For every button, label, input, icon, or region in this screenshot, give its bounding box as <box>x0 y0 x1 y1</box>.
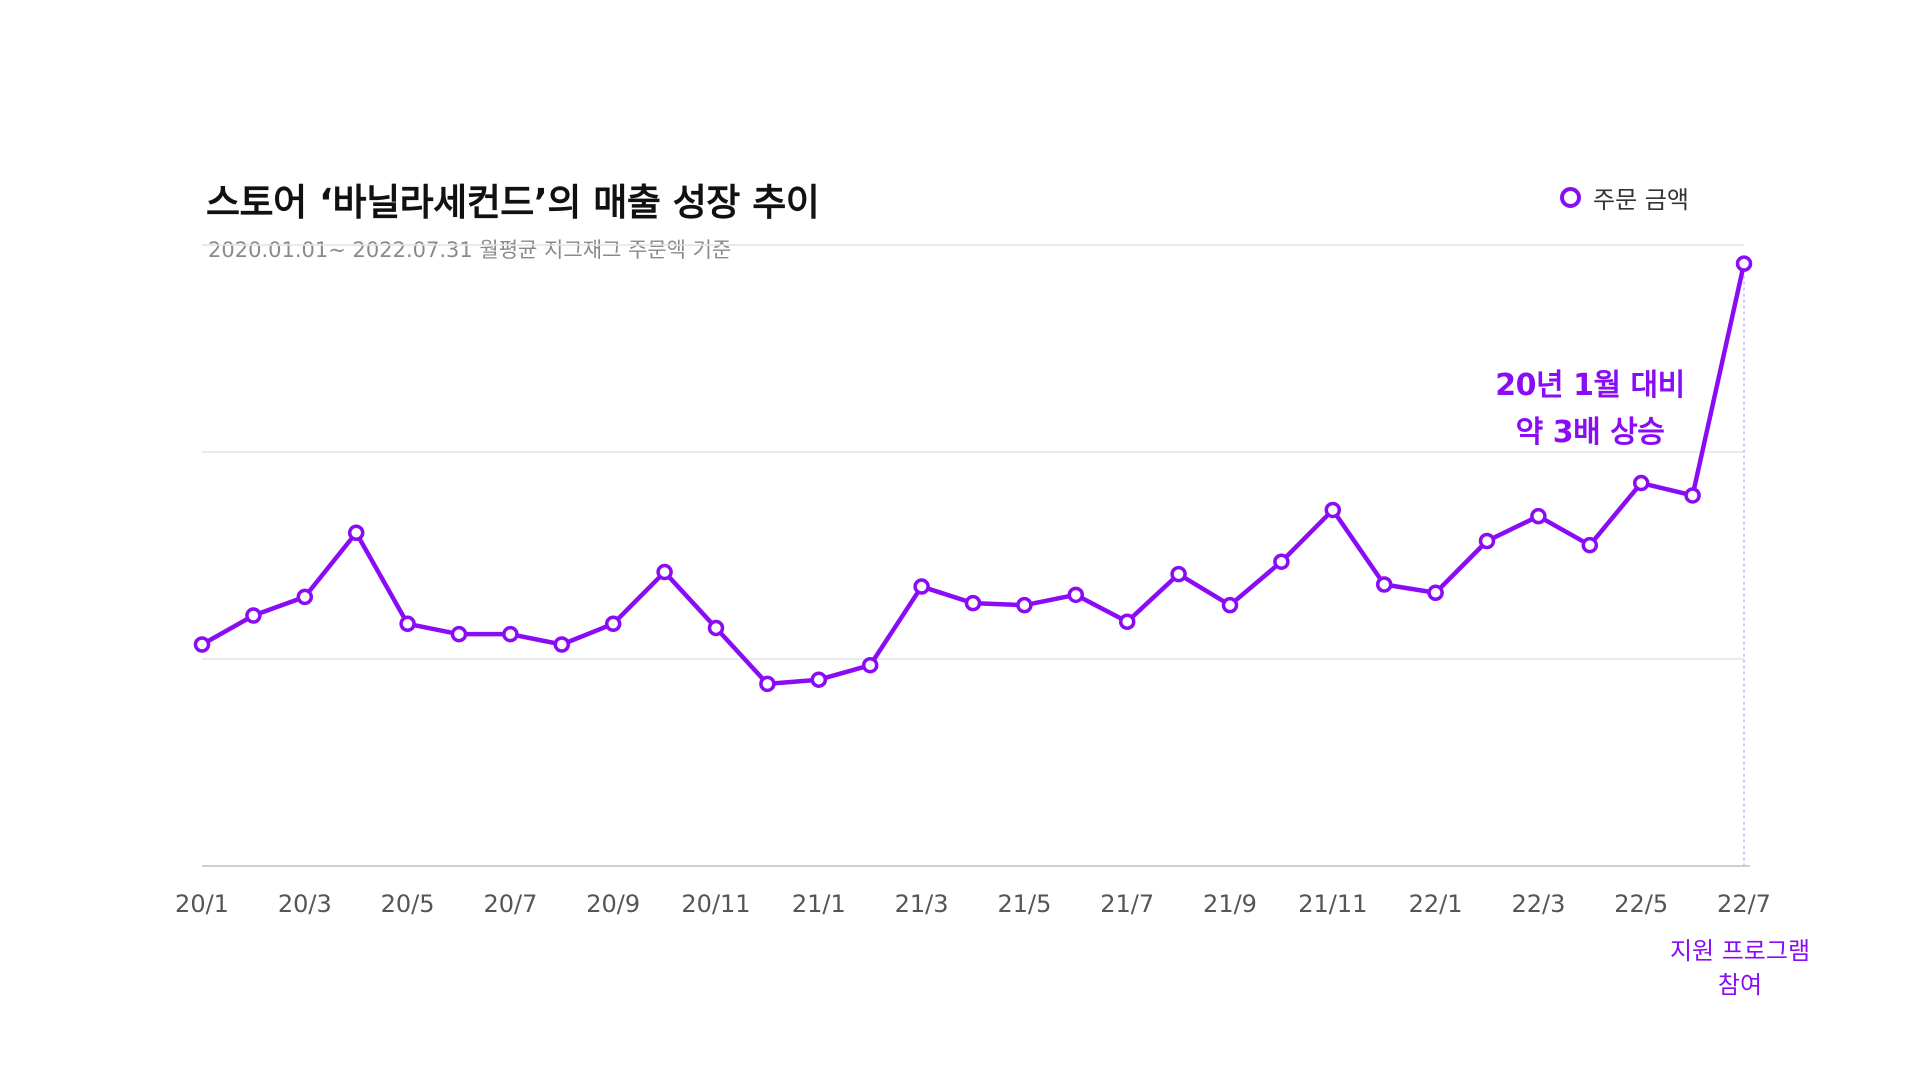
data-point <box>707 619 725 637</box>
data-point <box>193 636 211 653</box>
data-point <box>1324 501 1342 519</box>
data-point <box>656 563 673 581</box>
data-point <box>553 636 571 653</box>
data-point <box>1427 584 1444 602</box>
data-point <box>604 615 622 633</box>
x-tick-label: 22/5 <box>1614 890 1668 918</box>
data-point <box>245 607 262 624</box>
data-point <box>964 594 982 612</box>
program-footnote: 지원 프로그램 참여 <box>1620 934 1860 1002</box>
data-point <box>1684 487 1701 504</box>
x-tick-label: 20/11 <box>681 890 750 918</box>
data-point <box>502 625 519 643</box>
legend: 주문 금액 <box>1560 180 1689 215</box>
data-point <box>1170 565 1187 583</box>
annotation-line-1: 20년 1월 대비 <box>1495 368 1685 403</box>
data-point <box>810 671 828 688</box>
chart-subtitle: 2020.01.01~ 2022.07.31 월평균 지그재그 주문액 기준 <box>208 238 732 262</box>
x-tick-label: 20/1 <box>175 890 229 918</box>
x-tick-label: 20/3 <box>278 890 332 918</box>
data-point <box>1530 507 1547 525</box>
x-tick-label: 22/7 <box>1717 890 1771 918</box>
x-tick-label: 21/9 <box>1203 890 1257 918</box>
data-point <box>1632 474 1650 492</box>
data-point <box>1581 536 1599 554</box>
data-point <box>913 578 930 595</box>
legend-marker-icon <box>1560 187 1581 208</box>
footnote-line-2: 참여 <box>1717 971 1763 999</box>
growth-annotation: 20년 1월 대비 약 3배 상승 <box>1440 362 1740 456</box>
data-point <box>1118 613 1136 630</box>
legend-label: 주문 금액 <box>1593 186 1689 214</box>
data-point <box>759 675 776 693</box>
x-tick-label: 21/1 <box>792 890 846 918</box>
x-tick-label: 22/1 <box>1409 890 1463 918</box>
data-point <box>399 615 416 633</box>
x-tick-label: 22/3 <box>1511 890 1565 918</box>
data-point <box>861 656 879 674</box>
footnote-line-1: 지원 프로그램 <box>1669 937 1811 965</box>
x-tick-label: 20/5 <box>381 890 435 918</box>
series-line <box>199 261 1747 687</box>
annotation-line-2: 약 3배 상승 <box>1515 415 1665 450</box>
x-tick-label: 21/7 <box>1100 890 1154 918</box>
data-point <box>1375 576 1393 593</box>
data-point <box>1735 255 1753 272</box>
data-point <box>1221 596 1239 614</box>
data-point <box>450 625 468 643</box>
chart-title: 스토어 ‘바닐라세컨드’의 매출 성장 추이 <box>206 181 820 224</box>
data-point <box>1478 532 1496 550</box>
x-tick-label: 21/3 <box>895 890 949 918</box>
x-tick-label: 21/11 <box>1298 890 1367 918</box>
data-point <box>1067 586 1085 604</box>
x-tick-label: 21/5 <box>997 890 1051 918</box>
data-point <box>1016 596 1033 614</box>
x-tick-label: 20/7 <box>483 890 537 918</box>
x-tick-label: 20/9 <box>586 890 640 918</box>
data-point <box>1273 553 1290 570</box>
data-point <box>296 588 314 606</box>
data-point <box>347 524 365 541</box>
